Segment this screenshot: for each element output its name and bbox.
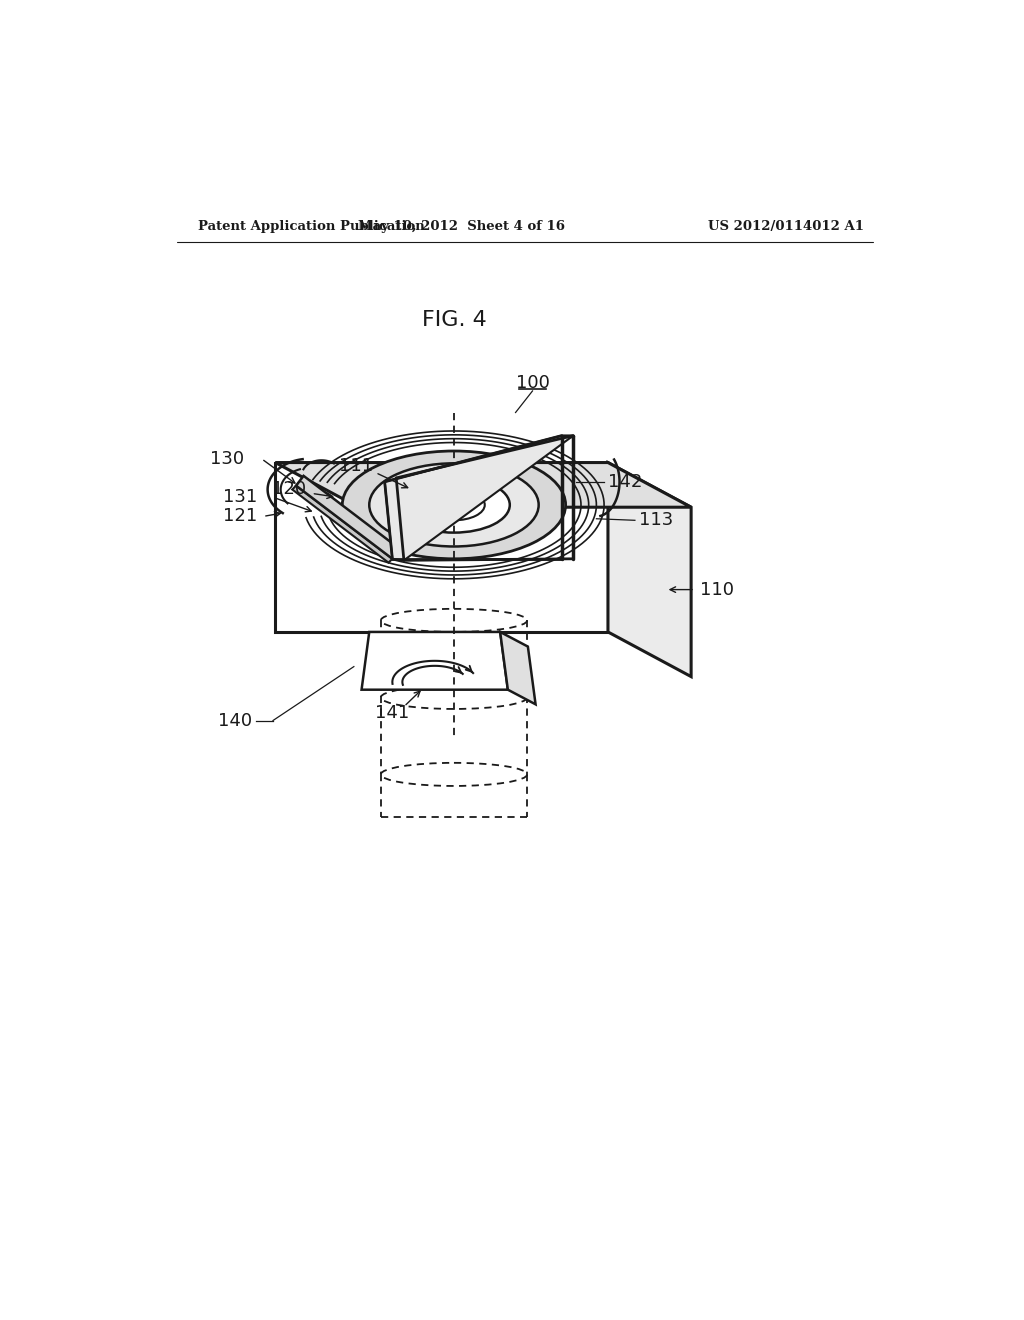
Ellipse shape: [398, 478, 510, 533]
Polygon shape: [275, 462, 608, 632]
Text: 120: 120: [272, 480, 306, 499]
Text: 130: 130: [210, 450, 245, 467]
Polygon shape: [361, 632, 508, 689]
Text: 111: 111: [339, 458, 373, 475]
Text: 100: 100: [515, 375, 550, 392]
Text: 121: 121: [223, 507, 258, 525]
Ellipse shape: [423, 490, 484, 520]
Ellipse shape: [342, 451, 565, 558]
Text: 142: 142: [608, 473, 642, 491]
Polygon shape: [608, 462, 691, 677]
Text: US 2012/0114012 A1: US 2012/0114012 A1: [708, 219, 864, 232]
Polygon shape: [292, 486, 392, 562]
Polygon shape: [385, 436, 573, 560]
Text: 131: 131: [223, 488, 258, 506]
Text: 140: 140: [218, 711, 252, 730]
Text: Patent Application Publication: Patent Application Publication: [199, 219, 425, 232]
Polygon shape: [275, 462, 691, 507]
Text: May 10, 2012  Sheet 4 of 16: May 10, 2012 Sheet 4 of 16: [358, 219, 565, 232]
Text: 113: 113: [639, 511, 673, 529]
Ellipse shape: [370, 463, 539, 546]
Polygon shape: [296, 475, 399, 558]
Text: FIG. 4: FIG. 4: [422, 310, 486, 330]
Text: 141: 141: [375, 704, 410, 722]
Polygon shape: [500, 632, 536, 705]
Text: 110: 110: [700, 581, 734, 598]
